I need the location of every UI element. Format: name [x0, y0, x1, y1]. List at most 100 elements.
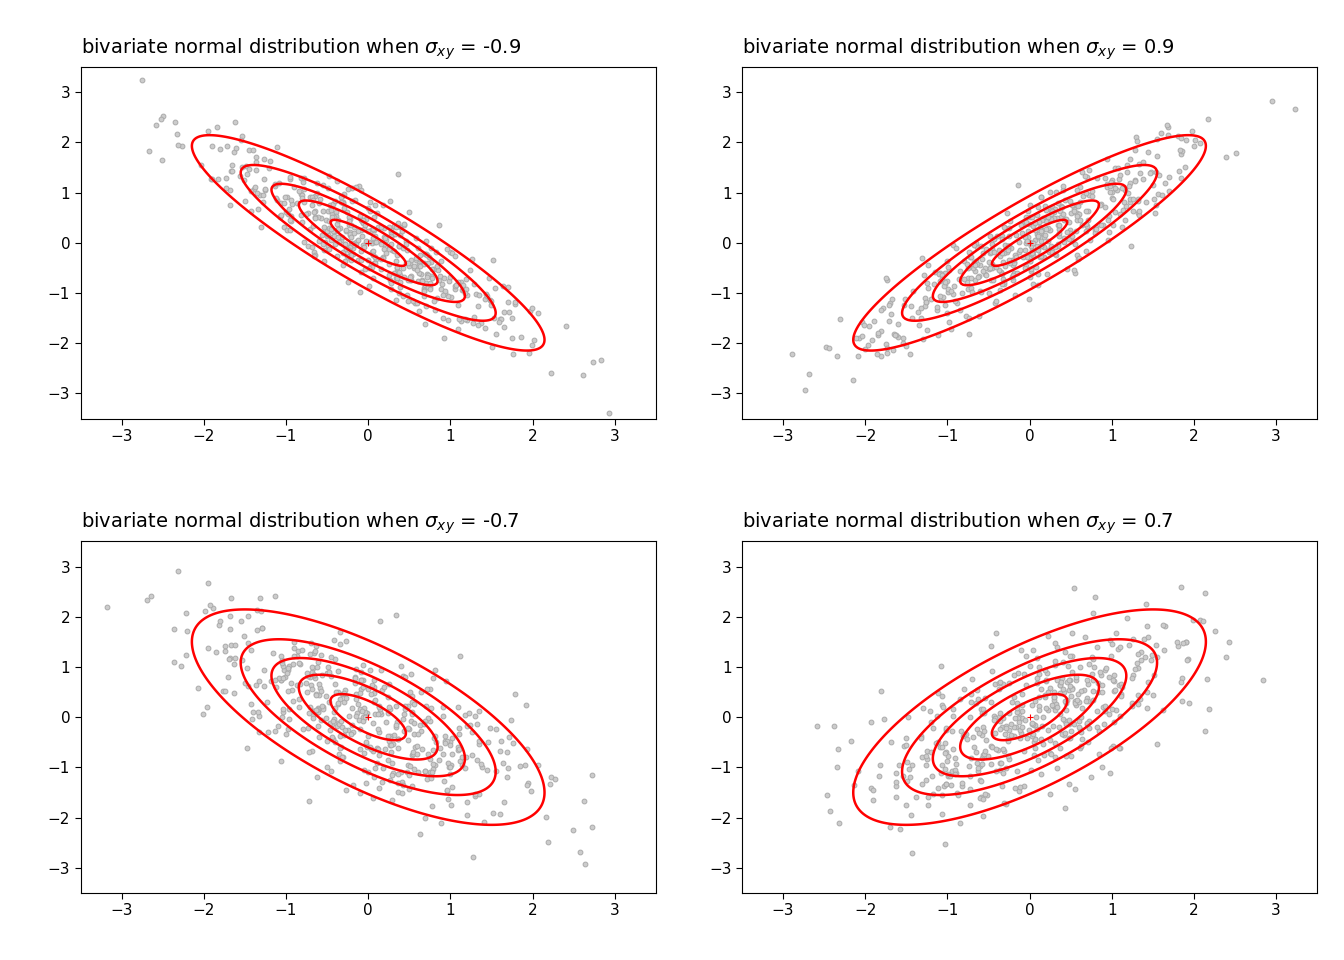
- Point: [1070, 738, 1091, 754]
- Point: [1031, 731, 1052, 746]
- Point: [1050, 677, 1071, 692]
- Point: [896, 755, 918, 770]
- Point: [1038, 209, 1059, 225]
- Point: [410, 255, 431, 271]
- Point: [251, 604, 273, 619]
- Point: [1087, 675, 1109, 690]
- Point: [364, 760, 386, 776]
- Point: [1102, 172, 1124, 187]
- Point: [989, 676, 1011, 691]
- Point: [910, 729, 931, 744]
- Point: [253, 152, 274, 167]
- Point: [387, 784, 409, 800]
- Point: [1028, 666, 1050, 682]
- Point: [151, 153, 172, 168]
- Point: [926, 301, 948, 317]
- Point: [1054, 801, 1075, 816]
- Point: [319, 198, 340, 213]
- Point: [937, 259, 958, 275]
- Point: [1095, 177, 1117, 192]
- Point: [362, 271, 383, 286]
- Point: [175, 648, 196, 663]
- Point: [1106, 182, 1128, 198]
- Point: [367, 205, 388, 221]
- Point: [434, 285, 456, 300]
- Point: [1016, 731, 1038, 746]
- Point: [1089, 747, 1110, 762]
- Point: [941, 283, 962, 299]
- Point: [327, 695, 348, 710]
- Point: [417, 266, 438, 281]
- Point: [437, 733, 458, 749]
- Point: [1091, 684, 1113, 700]
- Point: [417, 709, 438, 725]
- Point: [953, 727, 974, 742]
- Point: [456, 281, 477, 297]
- Point: [308, 730, 329, 745]
- Point: [289, 676, 310, 691]
- Point: [1043, 698, 1064, 713]
- Point: [1118, 179, 1140, 194]
- Point: [310, 683, 332, 698]
- Point: [386, 608, 407, 623]
- Point: [257, 725, 278, 740]
- Point: [1066, 697, 1087, 712]
- Point: [302, 708, 324, 723]
- Point: [1025, 238, 1047, 253]
- Point: [415, 316, 437, 331]
- Point: [991, 276, 1012, 292]
- Point: [352, 658, 374, 673]
- Point: [1098, 225, 1120, 240]
- Point: [355, 218, 376, 233]
- Point: [961, 686, 982, 702]
- Point: [1099, 633, 1121, 648]
- Point: [1095, 660, 1117, 676]
- Point: [1050, 675, 1071, 690]
- Point: [949, 691, 970, 707]
- Point: [425, 245, 446, 260]
- Point: [415, 248, 437, 263]
- Point: [894, 297, 915, 312]
- Point: [419, 765, 441, 780]
- Point: [388, 220, 410, 235]
- Point: [302, 218, 324, 233]
- Point: [895, 730, 917, 745]
- Point: [915, 295, 937, 310]
- Point: [1030, 219, 1051, 234]
- Point: [1077, 212, 1098, 228]
- Point: [977, 748, 999, 763]
- Point: [363, 694, 384, 709]
- Point: [909, 318, 930, 333]
- Point: [876, 273, 898, 288]
- Point: [288, 656, 309, 671]
- Point: [434, 773, 456, 788]
- Point: [305, 702, 327, 717]
- Point: [1060, 748, 1082, 763]
- Point: [969, 283, 991, 299]
- Point: [1016, 648, 1038, 663]
- Point: [880, 734, 902, 750]
- Point: [270, 195, 292, 210]
- Point: [1183, 612, 1204, 627]
- Point: [517, 345, 539, 360]
- Point: [464, 309, 485, 324]
- Point: [961, 271, 982, 286]
- Point: [1136, 684, 1157, 700]
- Point: [316, 759, 337, 775]
- Point: [960, 751, 981, 766]
- Point: [1008, 783, 1030, 799]
- Point: [1031, 189, 1052, 204]
- Point: [382, 228, 403, 243]
- Point: [999, 238, 1020, 253]
- Point: [219, 651, 241, 666]
- Point: [922, 768, 943, 783]
- Point: [478, 293, 500, 308]
- Point: [481, 340, 503, 355]
- Point: [298, 646, 320, 661]
- Point: [230, 132, 251, 148]
- Point: [1021, 715, 1043, 731]
- Point: [930, 658, 952, 673]
- Point: [456, 719, 477, 734]
- Point: [883, 326, 905, 342]
- Point: [1095, 179, 1117, 194]
